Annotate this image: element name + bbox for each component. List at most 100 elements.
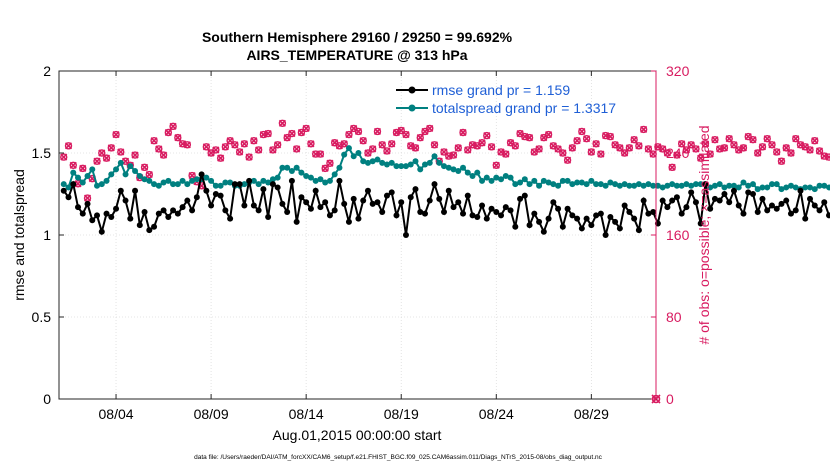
obs-assimilated-marker [583,135,591,143]
rmse-point [322,199,329,206]
obs-assimilated-stroke [587,148,595,156]
obs-possible-marker [212,146,220,154]
obs-assimilated-marker [373,127,382,136]
obs-assimilated-stroke [83,194,92,202]
chart-subtitle: AIRS_TEMPERATURE @ 313 hPa [246,47,467,63]
obs-possible-marker [487,143,496,151]
obs-assimilated-marker [207,149,215,157]
rmse-point [702,181,709,188]
totalspread-point [645,181,652,188]
obs-assimilated-marker [597,150,605,158]
totalspread-point [108,171,115,178]
rmse-point [113,205,120,212]
obs-assimilated-marker [777,157,786,165]
chart-title: Southern Hemisphere 29160 / 29250 = 99.6… [202,29,513,45]
obs-assimilated-stroke [60,153,68,161]
totalspread-point [588,177,595,184]
obs-assimilated-marker [155,145,163,153]
totalspread-point [412,158,419,165]
obs-possible-marker [787,149,795,157]
rmse-point [141,209,148,216]
totalspread-point [132,168,139,175]
totalspread-point [170,181,177,188]
legend-rmse-label: rmse grand pr = 1.159 [432,82,570,98]
rmse-point [583,215,590,222]
rmse-point [621,202,628,209]
obs-possible-marker [730,141,738,149]
obs-assimilated-stroke [369,145,377,153]
obs-assimilated-marker [221,143,229,151]
obs-assimilated-stroke [140,163,149,171]
obs-possible-marker [544,130,553,139]
obs-assimilated-marker [188,171,196,180]
obs-assimilated-marker [540,134,548,142]
obs-assimilated-stroke [255,146,263,154]
obs-possible-marker [140,163,149,172]
totalspread-point [122,171,129,178]
rmse-point [493,209,500,216]
obs-assimilated-stroke [378,141,386,149]
obs-assimilated-stroke [335,142,344,150]
obs-assimilated-stroke [69,161,77,169]
totalspread-point [165,177,172,184]
obs-assimilated-marker [806,146,814,154]
obs-possible-marker [107,144,115,152]
totalspread-point [426,159,433,166]
obs-assimilated-stroke [720,144,729,152]
x-tick-label: 08/19 [384,406,419,422]
rmse-point [821,199,828,206]
rmse-point [198,171,205,178]
obs-assimilated-stroke [454,144,462,152]
rmse-point [483,215,490,222]
totalspread-point [578,179,585,186]
rmse-point [393,212,400,219]
totalspread-point [593,181,600,188]
totalspread-point [184,181,191,188]
totalspread-point [155,182,162,189]
rmse-point [469,212,476,219]
obs-assimilated-stroke [397,126,405,135]
obs-assimilated-stroke [350,124,358,132]
rmse-point [759,195,766,202]
totalspread-point [792,184,799,191]
rmse-point [673,194,680,201]
rmse-point [165,213,172,220]
obs-assimilated-stroke [79,164,87,172]
totalspread-point [469,172,476,179]
rmse-point [460,210,467,217]
obs-assimilated-stroke [663,149,671,157]
obs-assimilated-stroke [207,149,215,157]
rmse-point [108,213,115,220]
obs-assimilated-stroke [616,144,624,152]
rmse-point [479,202,486,209]
obs-assimilated-stroke [773,148,781,156]
obs-assimilated-stroke [811,137,819,145]
obs-assimilated-marker [673,151,681,159]
totalspread-point [711,182,718,189]
obs-possible-marker [364,149,372,157]
obs-assimilated-stroke [549,142,557,150]
rmse-point [721,191,728,197]
totalspread-point [726,182,733,189]
obs-assimilated-marker [93,157,101,165]
obs-possible-marker [563,156,572,164]
obs-possible-marker [464,146,472,154]
rmse-point [631,215,638,222]
obs-assimilated-marker [416,134,424,142]
obs-assimilated-marker [383,147,391,155]
obs-possible-marker [535,145,543,153]
obs-assimilated-marker [811,137,819,145]
obs-assimilated-marker [625,144,633,152]
totalspread-point [360,158,367,165]
obs-possible-marker [639,125,648,134]
obs-assimilated-marker [701,140,709,148]
totalspread-point [269,176,276,183]
rmse-point [445,187,452,194]
rmse-point [193,194,200,201]
obs-assimilated-marker [331,139,339,147]
obs-assimilated-stroke [388,140,396,148]
obs-assimilated-marker [449,151,458,159]
rmse-point [635,227,642,234]
totalspread-point [521,176,528,183]
obs-possible-marker [620,149,629,157]
